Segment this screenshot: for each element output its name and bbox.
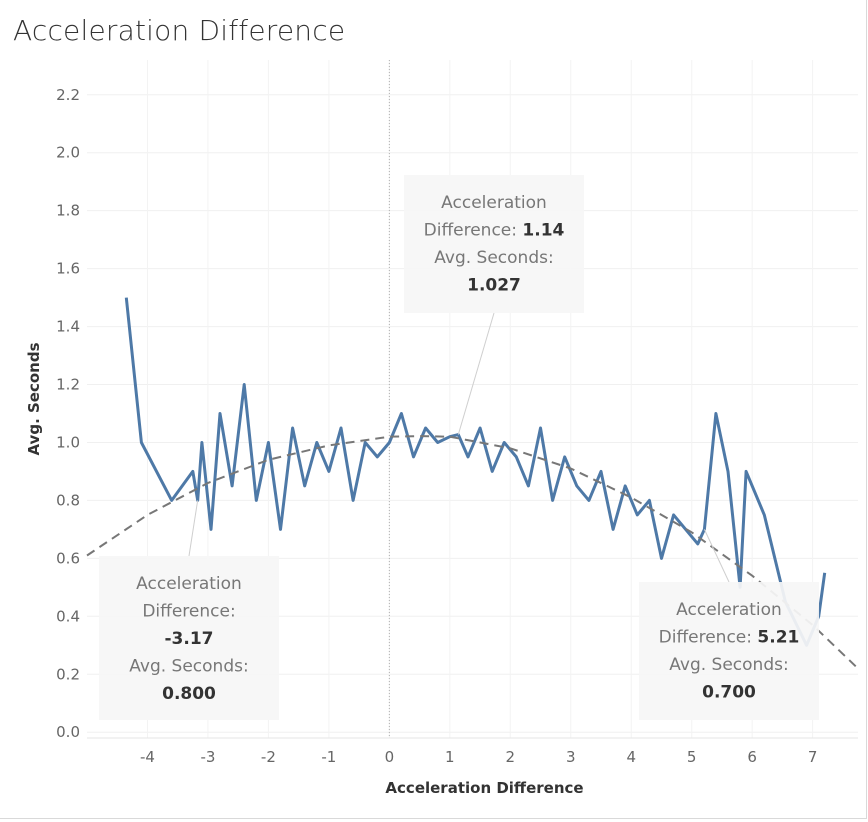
x-tick-label: -1	[321, 748, 336, 766]
tooltip-line: 0.700	[702, 683, 756, 703]
tooltip-leader	[703, 529, 730, 583]
tooltip-2: Acceleration Difference: -3.17 Avg. Seconds…	[99, 556, 279, 720]
x-tick-label: -3	[200, 748, 215, 766]
tooltip-label: Avg. Seconds:	[434, 248, 553, 268]
y-tick-label: 1.2	[56, 376, 80, 394]
y-tick-label: 0.4	[56, 607, 80, 625]
tooltips: Acceleration Difference: 1.14 Avg. Seconds…	[99, 175, 819, 720]
y-tick-label: 1.6	[56, 260, 80, 278]
x-tick-label: -4	[140, 748, 155, 766]
tooltip-line: 0.800	[162, 684, 216, 704]
x-tick-label: 4	[626, 748, 636, 766]
x-tick-label: 6	[747, 748, 757, 766]
x-tick-label: 3	[566, 748, 576, 766]
tooltip-label: Avg. Seconds:	[669, 655, 788, 675]
y-tick-label: 0.2	[56, 665, 80, 683]
y-tick-label: 0.6	[56, 549, 80, 567]
y-axis-title: Avg. Seconds	[25, 342, 43, 455]
x-axis-ticks: -4 -3 -2 -1 0 1 2 3 4 5 6 7	[140, 748, 817, 766]
x-tick-label: 0	[385, 748, 395, 766]
tooltip-label: Difference:	[424, 221, 523, 241]
tooltip-line: Avg. Seconds:	[434, 248, 553, 268]
chart-title: Acceleration Difference	[13, 14, 346, 47]
tooltip-1: Acceleration Difference: 1.14 Avg. Seconds…	[404, 175, 584, 313]
tooltip-label: Difference:	[142, 602, 235, 622]
y-tick-label: 2.0	[56, 144, 80, 162]
x-tick-label: 5	[687, 748, 697, 766]
tooltip-line: Acceleration	[676, 600, 782, 620]
tooltip-line: Acceleration	[136, 574, 242, 594]
y-tick-label: 2.2	[56, 86, 80, 104]
tooltip-line: 1.027	[467, 276, 521, 296]
x-tick-label: 7	[808, 748, 818, 766]
tooltip-line: Difference:	[142, 602, 235, 622]
tooltip-value: 0.700	[702, 683, 756, 703]
tooltip-label: Acceleration	[136, 574, 242, 594]
series-line-actual[interactable]	[124, 297, 827, 647]
tooltip-line: Avg. Seconds:	[669, 655, 788, 675]
tooltip-line: Difference: 1.14	[424, 221, 565, 241]
tooltip-value: -3.17	[165, 629, 214, 649]
x-tick-label: -2	[261, 748, 276, 766]
tooltip-box	[404, 175, 584, 313]
tooltip-label: Avg. Seconds:	[129, 657, 248, 677]
tooltip-line: Difference: 5.21	[659, 628, 800, 648]
tooltip-leader	[457, 312, 495, 435]
tooltip-line: Acceleration	[441, 193, 547, 213]
tooltip-label: Acceleration	[441, 193, 547, 213]
y-tick-label: 0.8	[56, 491, 80, 509]
x-tick-label: 2	[506, 748, 516, 766]
tooltip-line: -3.17	[165, 629, 214, 649]
tooltip-value: 0.800	[162, 684, 216, 704]
tooltip-value: 1.027	[467, 276, 521, 296]
tooltip-value: 5.21	[757, 628, 799, 648]
tooltip-label: Difference:	[659, 628, 758, 648]
tooltip-label: Acceleration	[676, 600, 782, 620]
tooltip-leaders	[188, 312, 730, 583]
tooltip-box	[639, 582, 819, 720]
tooltip-line: Avg. Seconds:	[129, 657, 248, 677]
y-tick-label: 1.8	[56, 202, 80, 220]
tooltip-value: 1.14	[522, 221, 564, 241]
y-tick-label: 1.0	[56, 433, 80, 451]
y-axis-ticks: 0.0 0.2 0.4 0.6 0.8 1.0 1.2 1.4 1.6 1.8 2.0 2.2	[56, 86, 80, 741]
x-axis-title: Acceleration Difference	[385, 779, 583, 797]
y-tick-label: 1.4	[56, 318, 80, 336]
tooltip-leader	[188, 500, 199, 557]
x-tick-label: 1	[445, 748, 455, 766]
tooltip-3: Acceleration Difference: 5.21 Avg. Seconds…	[639, 582, 819, 720]
tooltip-box	[99, 556, 279, 720]
y-tick-label: 0.0	[56, 723, 80, 741]
